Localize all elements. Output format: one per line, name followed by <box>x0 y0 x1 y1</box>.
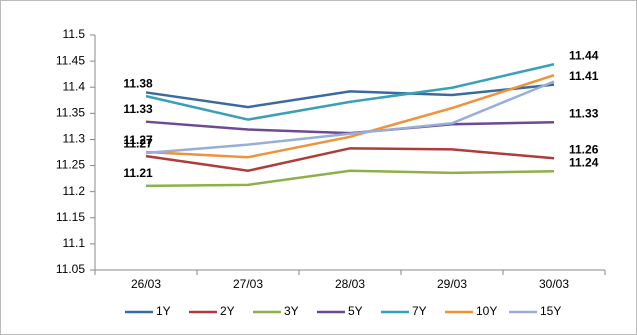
value-label: 11.44 <box>569 48 599 62</box>
y-tick-label: 11.1 <box>63 236 86 250</box>
series-line <box>145 169 555 188</box>
legend-label: 1Y <box>156 304 171 318</box>
value-label: 11.26 <box>569 142 599 156</box>
value-label: 11.27 <box>123 133 153 147</box>
y-tick-label: 11.35 <box>56 106 85 120</box>
value-label: 11.27 <box>123 136 153 150</box>
y-tick-label: 11.45 <box>56 53 85 67</box>
series-line <box>145 80 555 155</box>
legend-label: 5Y <box>348 304 363 318</box>
y-tick-label: 11.5 <box>63 27 86 41</box>
value-label: 11.38 <box>123 76 153 90</box>
y-tick-label: 11.15 <box>56 210 85 224</box>
series-line <box>145 74 555 159</box>
value-label: 11.33 <box>569 106 599 120</box>
value-label: 11.41 <box>569 69 599 83</box>
value-label: 11.33 <box>123 102 153 116</box>
y-tick-label: 11.2 <box>63 184 86 198</box>
x-tick-label: 30/03 <box>539 277 569 291</box>
legend-label: 2Y <box>220 304 235 318</box>
x-tick-label: 29/03 <box>437 277 467 291</box>
series-line <box>145 147 555 173</box>
y-tick-label: 11.4 <box>63 79 86 93</box>
value-label: 11.21 <box>123 166 153 180</box>
value-label: 11.24 <box>569 155 599 169</box>
y-tick-label: 11.3 <box>63 132 86 146</box>
series-line <box>145 63 555 121</box>
y-tick-label: 11.25 <box>56 158 85 172</box>
x-tick-label: 28/03 <box>335 277 365 291</box>
legend-label: 3Y <box>284 304 299 318</box>
x-tick-label: 27/03 <box>233 277 263 291</box>
x-tick-label: 26/03 <box>131 277 161 291</box>
legend-label: 7Y <box>412 304 427 318</box>
legend-label: 15Y <box>540 304 561 318</box>
series-line <box>145 83 555 109</box>
legend-label: 10Y <box>476 304 497 318</box>
y-tick-label: 11.05 <box>56 262 85 276</box>
